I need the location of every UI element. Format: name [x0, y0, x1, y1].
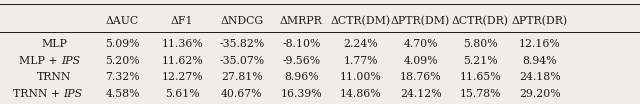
- Text: 5.61%: 5.61%: [165, 89, 200, 99]
- Text: 1.77%: 1.77%: [344, 56, 378, 66]
- Text: 24.12%: 24.12%: [400, 89, 442, 99]
- Text: IPS: IPS: [63, 89, 83, 99]
- Text: 5.80%: 5.80%: [463, 39, 497, 49]
- Text: ΔAUC: ΔAUC: [106, 16, 139, 26]
- Text: 11.00%: 11.00%: [340, 72, 382, 82]
- Text: TRNN +: TRNN +: [13, 89, 63, 99]
- Text: ΔCTR(DM): ΔCTR(DM): [331, 16, 391, 26]
- Text: 8.96%: 8.96%: [284, 72, 319, 82]
- Text: 15.78%: 15.78%: [460, 89, 501, 99]
- Text: -9.56%: -9.56%: [282, 56, 321, 66]
- Text: ΔPTR(DR): ΔPTR(DR): [512, 16, 568, 26]
- Text: 7.32%: 7.32%: [106, 72, 140, 82]
- Text: ΔCTR(DR): ΔCTR(DR): [452, 16, 509, 26]
- Text: 4.58%: 4.58%: [106, 89, 140, 99]
- Text: IPS: IPS: [61, 56, 81, 66]
- Text: ΔF1: ΔF1: [171, 16, 193, 26]
- Text: ΔNDCG: ΔNDCG: [220, 16, 264, 26]
- Text: 14.86%: 14.86%: [340, 89, 382, 99]
- Text: ΔMRPR: ΔMRPR: [280, 16, 323, 26]
- Text: 5.21%: 5.21%: [463, 56, 497, 66]
- Text: 27.81%: 27.81%: [221, 72, 262, 82]
- Text: 11.62%: 11.62%: [161, 56, 203, 66]
- Text: MLP +: MLP +: [19, 56, 61, 66]
- Text: 11.36%: 11.36%: [161, 39, 203, 49]
- Text: 29.20%: 29.20%: [519, 89, 561, 99]
- Text: 2.24%: 2.24%: [344, 39, 378, 49]
- Text: -8.10%: -8.10%: [282, 39, 321, 49]
- Text: 4.09%: 4.09%: [403, 56, 438, 66]
- Text: 40.67%: 40.67%: [221, 89, 262, 99]
- Text: -35.07%: -35.07%: [220, 56, 264, 66]
- Text: 24.18%: 24.18%: [519, 72, 561, 82]
- Text: 4.70%: 4.70%: [403, 39, 438, 49]
- Text: 8.94%: 8.94%: [522, 56, 557, 66]
- Text: -35.82%: -35.82%: [219, 39, 264, 49]
- Text: 12.27%: 12.27%: [161, 72, 203, 82]
- Text: ΔPTR(DM): ΔPTR(DM): [391, 16, 450, 26]
- Text: 16.39%: 16.39%: [280, 89, 322, 99]
- Text: TRNN: TRNN: [37, 72, 72, 82]
- Text: 5.09%: 5.09%: [106, 39, 140, 49]
- Text: MLP: MLP: [42, 39, 67, 49]
- Text: 18.76%: 18.76%: [400, 72, 442, 82]
- Text: 12.16%: 12.16%: [519, 39, 561, 49]
- Text: 11.65%: 11.65%: [460, 72, 501, 82]
- Text: 5.20%: 5.20%: [106, 56, 140, 66]
